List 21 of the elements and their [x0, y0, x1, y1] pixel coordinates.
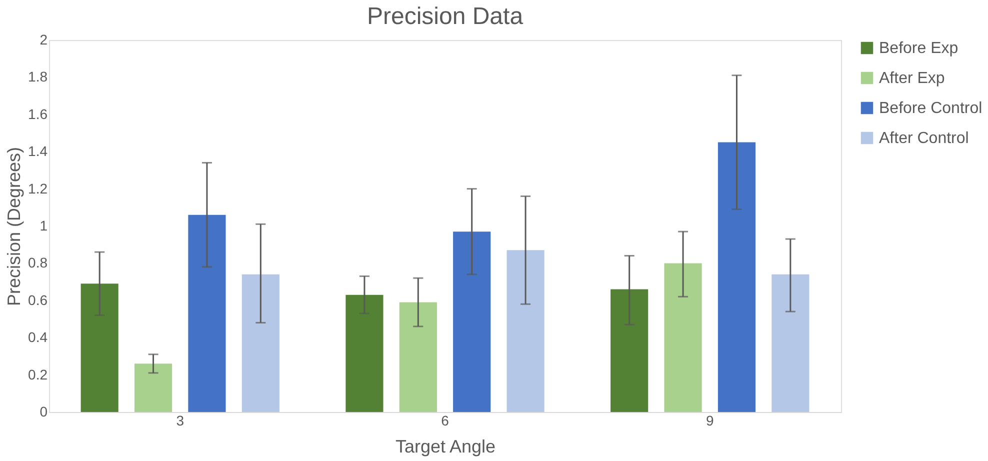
y-tick-label: 0	[40, 404, 48, 420]
y-tick-label: 1.2	[28, 180, 48, 196]
legend-label: Before Control	[879, 100, 982, 117]
legend-label: After Control	[879, 130, 969, 147]
y-tick-label: 0.4	[28, 329, 48, 346]
legend-label: Before Exp	[879, 40, 958, 57]
x-axis-title: Target Angle	[395, 436, 496, 456]
x-tick-label: 6	[441, 412, 450, 428]
chart-title: Precision Data	[366, 3, 524, 30]
y-tick-label: 1.8	[28, 68, 48, 85]
y-tick-label: 1.4	[28, 143, 48, 160]
y-tick-label: 0.6	[28, 292, 48, 308]
y-tick-label: 0.2	[28, 366, 48, 382]
y-tick-label: 0.8	[28, 254, 48, 271]
x-tick-label: 9	[706, 412, 714, 428]
y-tick-label: 2	[40, 32, 48, 48]
legend-label: After Exp	[879, 70, 945, 87]
y-axis-title: Precision (Degrees)	[4, 146, 24, 306]
x-tick-label: 3	[176, 412, 184, 428]
y-tick-label: 1	[40, 218, 48, 234]
y-tick-label: 1.6	[28, 106, 48, 122]
